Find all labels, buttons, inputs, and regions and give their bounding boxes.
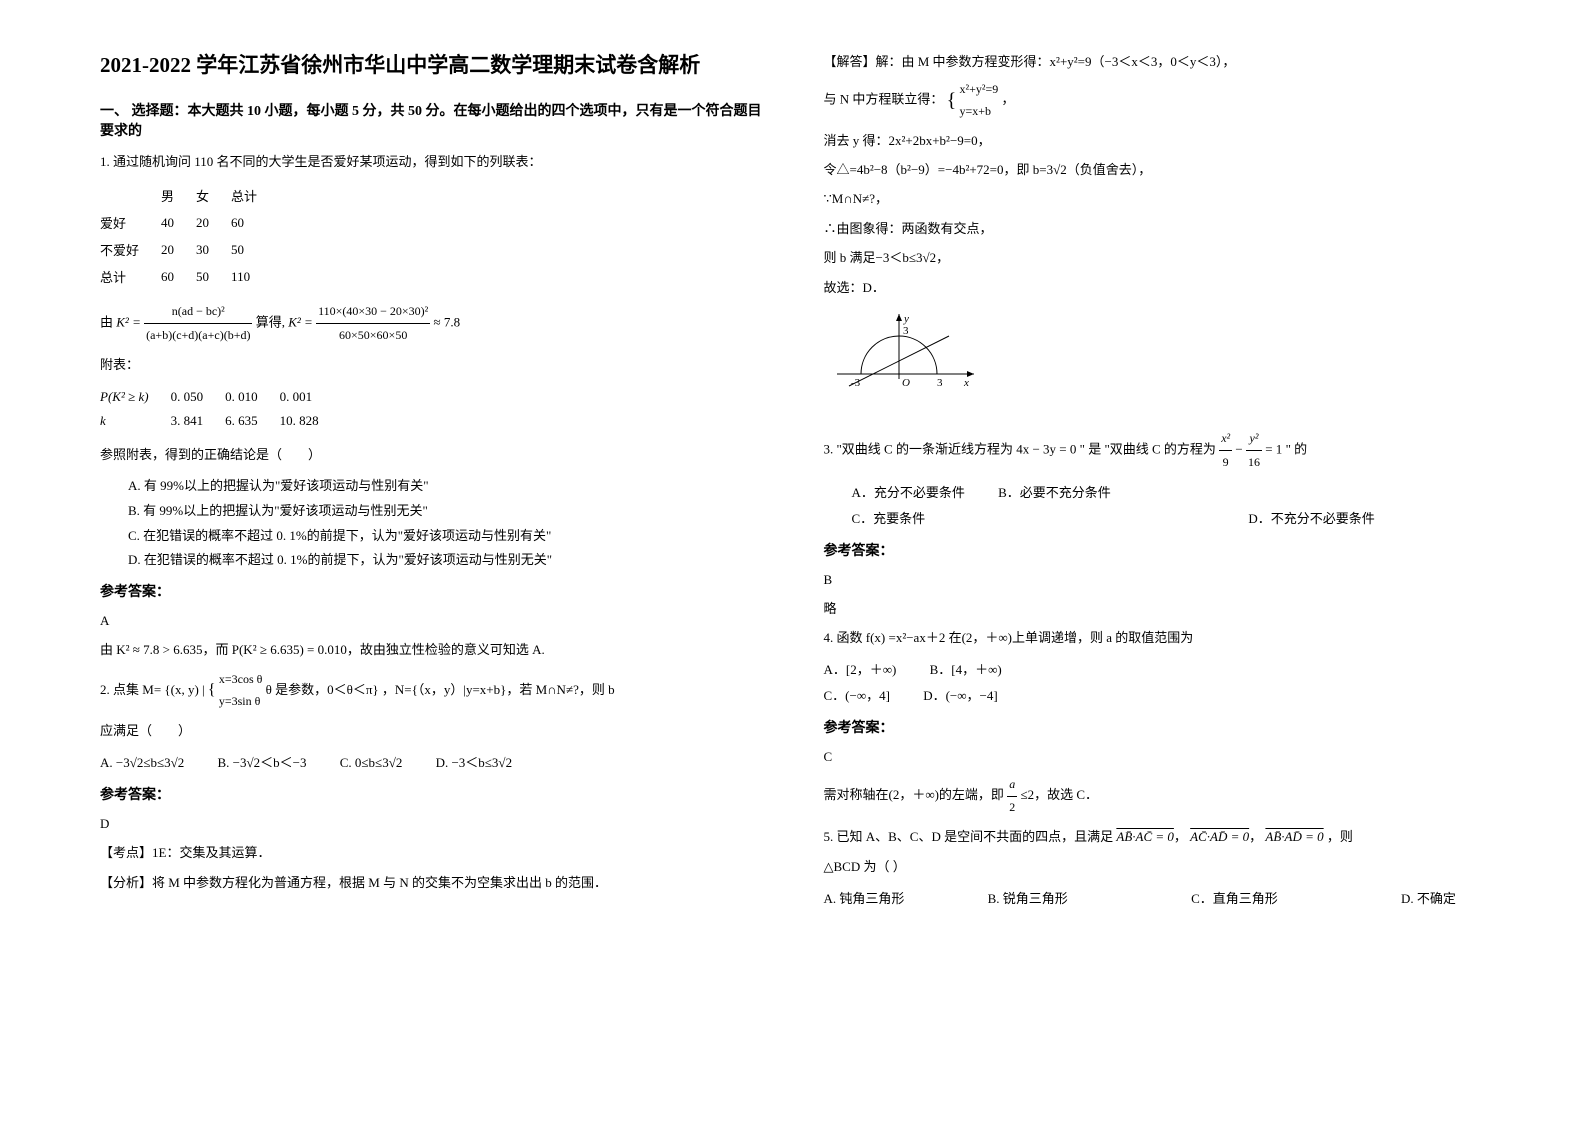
q4-options-row2: C．(−∞，4] D．(−∞，−4] — [824, 683, 1488, 709]
q3-ans: B — [824, 568, 1488, 591]
q2-fenxi: 【分析】将 M 中参数方程化为普通方程，根据 M 与 N 的交集不为空集求出出 … — [100, 871, 764, 894]
graph-y-label: y — [903, 313, 909, 325]
right-column: 【解答】解：由 M 中参数方程变形得：x²+y²=9（−3＜x＜3，0＜y＜3）… — [824, 50, 1488, 1072]
graph-origin-label: O — [902, 377, 910, 389]
q2-stem-line2: 应满足（ ） — [100, 719, 764, 744]
q1-optB: B. 有 99%以上的把握认为"爱好该项运动与性别无关" — [100, 499, 764, 524]
q2-graph: O 3 -3 3 x y — [824, 309, 994, 409]
q4-options-row1: A．[2，＋∞) B．[4，＋∞) — [824, 657, 1488, 683]
q1-explain: 由 K² ≈ 7.8 > 6.635，而 P(K² ≥ 6.635) = 0.0… — [100, 638, 764, 661]
q2-stem: 2. 点集 M= {(x, y) | { x=3cos θy=3sin θ θ … — [100, 668, 764, 714]
q3-explain: 略 — [824, 597, 1488, 620]
q4-stem: 4. 函数 f(x) =x²−ax＋2 在(2，＋∞)上单调递增，则 a 的取值… — [824, 626, 1488, 651]
graph-left-label: -3 — [851, 377, 861, 389]
q2-options: A. −3√2≤b≤3√2 B. −3√2＜b＜−3 C. 0≤b≤3√2 D.… — [100, 750, 764, 776]
graph-x-label: x — [963, 377, 969, 389]
q1-ans-label: 参考答案： — [100, 581, 764, 601]
q1-stem: 1. 通过随机询问 110 名不同的大学生是否爱好某项运动，得到如下的列联表： — [100, 150, 764, 175]
q2-jieda3: 消去 y 得：2x²+2bx+b²−9=0， — [824, 129, 1488, 152]
q3-stem: 3. "双曲线 C 的一条渐近线方程为 4x − 3y = 0 " 是 "双曲线… — [824, 427, 1488, 474]
q2-jieda2: 与 N 中方程联立得： { x²+y²=9y=x+b ， — [824, 79, 1488, 122]
q2-jieda5: ∵M∩N≠?， — [824, 187, 1488, 210]
section-1-title: 一、 选择题：本大题共 10 小题，每小题 5 分，共 50 分。在每小题给出的… — [100, 100, 764, 140]
table-row: 男 女 总计 — [100, 182, 279, 209]
q3-options-row1: A．充分不必要条件 B．必要不充分条件 — [824, 480, 1488, 506]
q2-jieda4: 令△=4b²−8（b²−9）=−4b²+72=0，即 b=3√2（负值舍去）， — [824, 158, 1488, 181]
q2-ans-label: 参考答案： — [100, 784, 764, 804]
q4-ans: C — [824, 745, 1488, 768]
q1-pk-table: P(K² ≥ k)0. 0500. 0100. 001 k3. 8416. 63… — [100, 385, 341, 433]
q1-ans: A — [100, 609, 764, 632]
q1-formula: 由 K² = n(ad − bc)²(a+b)(c+d)(a+c)(b+d) 算… — [100, 300, 764, 347]
page-title: 2021-2022 学年江苏省徐州市华山中学高二数学理期末试卷含解析 — [100, 50, 764, 82]
q3-ans-label: 参考答案： — [824, 540, 1488, 560]
q2-jieda8: 故选：D． — [824, 276, 1488, 299]
table-row: 爱好402060 — [100, 209, 279, 236]
q1-optA: A. 有 99%以上的把握认为"爱好该项运动与性别有关" — [100, 474, 764, 499]
q2-jieda1: 【解答】解：由 M 中参数方程变形得：x²+y²=9（−3＜x＜3，0＜y＜3）… — [824, 50, 1488, 73]
q4-ans-label: 参考答案： — [824, 717, 1488, 737]
q1-ref: 参照附表，得到的正确结论是（ ） — [100, 443, 764, 468]
q5-options: A. 钝角三角形 B. 锐角三角形 C．直角三角形 D. 不确定 — [824, 886, 1488, 912]
q4-explain: 需对称轴在(2，＋∞)的左端，即 a2 ≤2，故选 C． — [824, 774, 1488, 818]
q2-jieda7: 则 b 满足−3＜b≤3√2， — [824, 246, 1488, 269]
q5-stem-line2: △BCD 为（ ） — [824, 855, 1488, 880]
q1-optD: D. 在犯错误的概率不超过 0. 1%的前提下，认为"爱好该项运动与性别无关" — [100, 548, 764, 573]
table-row: 总计6050110 — [100, 263, 279, 290]
q1-table: 男 女 总计 爱好402060 不爱好203050 总计6050110 — [100, 182, 279, 290]
graph-top-label: 3 — [903, 325, 909, 337]
q5-stem: 5. 已知 A、B、C、D 是空间不共面的四点，且满足 AB̄·AC̄ = 0，… — [824, 825, 1488, 850]
q1-optC: C. 在犯错误的概率不超过 0. 1%的前提下，认为"爱好该项运动与性别有关" — [100, 524, 764, 549]
q3-options-row2: C．充要条件 D．不充分不必要条件 — [824, 506, 1488, 532]
left-column: 2021-2022 学年江苏省徐州市华山中学高二数学理期末试卷含解析 一、 选择… — [100, 50, 764, 1072]
graph-right-label: 3 — [937, 377, 943, 389]
q1-appendix-label: 附表： — [100, 353, 764, 378]
table-row: 不爱好203050 — [100, 236, 279, 263]
q2-jieda6: ∴由图象得：两函数有交点， — [824, 217, 1488, 240]
q2-ans: D — [100, 812, 764, 835]
q2-kaodian: 【考点】1E：交集及其运算． — [100, 841, 764, 864]
